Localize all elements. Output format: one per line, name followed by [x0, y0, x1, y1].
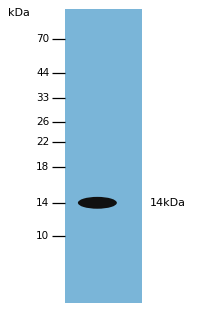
Text: 44: 44 [36, 68, 49, 78]
Text: 26: 26 [36, 117, 49, 127]
Text: 14: 14 [36, 198, 49, 208]
Ellipse shape [78, 197, 116, 209]
Text: 14kDa: 14kDa [149, 198, 185, 208]
Text: kDa: kDa [8, 8, 30, 18]
Text: 22: 22 [36, 137, 49, 147]
Text: 70: 70 [36, 34, 49, 44]
Text: 18: 18 [36, 162, 49, 172]
Text: 33: 33 [36, 93, 49, 103]
Text: 10: 10 [36, 231, 49, 241]
FancyBboxPatch shape [64, 9, 142, 303]
